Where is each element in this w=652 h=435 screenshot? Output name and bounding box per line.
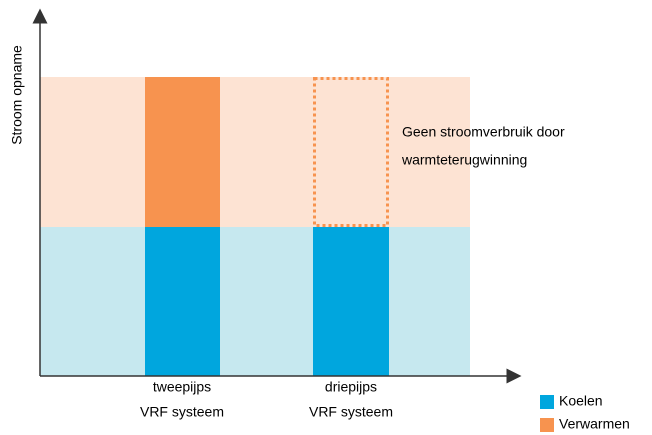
category-label: driepijps <box>325 379 377 395</box>
legend-swatch <box>540 418 554 432</box>
annotation: warmteterugwinning <box>401 152 527 168</box>
annotation: Geen stroomverbruik door <box>402 124 565 140</box>
legend-swatch <box>540 395 554 409</box>
category-label: tweepijps <box>153 379 211 395</box>
y-axis-label: Stroom opname <box>9 45 25 145</box>
legend-label: Verwarmen <box>559 416 630 432</box>
legend-label: Koelen <box>559 393 603 409</box>
category-label: VRF systeem <box>309 404 393 420</box>
dotted-outline <box>313 77 389 227</box>
heating-bar <box>145 77 220 227</box>
cooling-band <box>40 227 470 376</box>
heating-band <box>40 77 470 227</box>
cooling-bar <box>313 227 389 376</box>
cooling-bar <box>145 227 220 376</box>
category-label: VRF systeem <box>140 404 224 420</box>
